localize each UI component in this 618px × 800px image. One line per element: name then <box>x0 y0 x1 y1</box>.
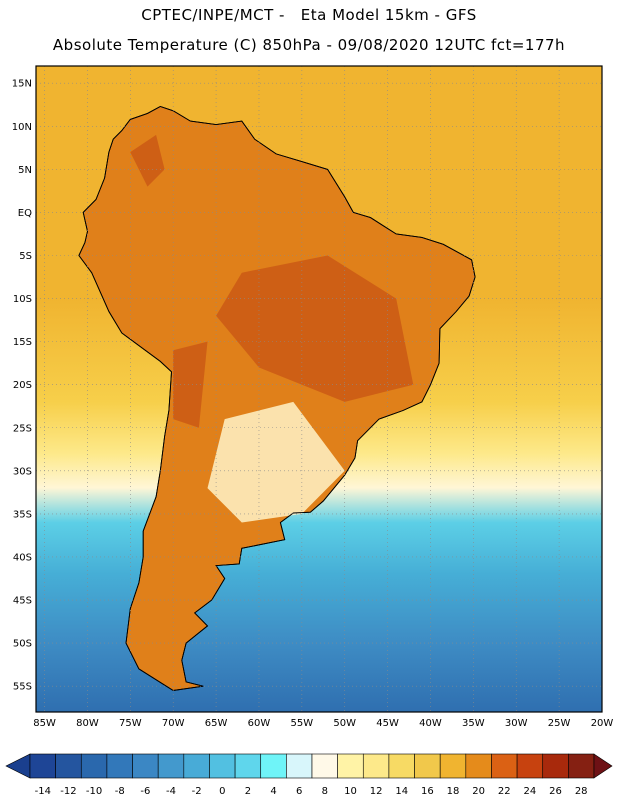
colorbar-cell <box>465 753 492 779</box>
lon-tick-label: 30W <box>505 718 528 729</box>
hot-region <box>130 134 165 187</box>
lat-tick-label: 10N <box>12 122 32 133</box>
latitude-labels: 15N 10N 5N EQ 5S 10S 15S 20S 25S 30S 35S 40S 45S 50S 5… <box>12 79 32 693</box>
lat-tick-label: 5N <box>18 165 32 176</box>
colorbar-label: 0 <box>219 786 225 797</box>
colorbar-label: -12 <box>60 786 76 797</box>
lon-tick-label: 65W <box>205 718 228 729</box>
lon-tick-label: 35W <box>462 718 485 729</box>
lat-tick-label: 45S <box>13 596 32 607</box>
colorbar-label: 6 <box>296 786 302 797</box>
colorbar-low-arrow <box>5 753 31 779</box>
colorbar-label: 2 <box>245 786 251 797</box>
longitude-labels: 85W 80W 75W 70W 65W 60W 55W 50W 45W 40W 35W 30W 25W 2… <box>33 718 613 729</box>
colorbar-cell <box>516 753 544 779</box>
colorbar-cell <box>286 753 313 779</box>
colorbar-label: -10 <box>86 786 102 797</box>
lat-tick-label: 20S <box>13 380 32 391</box>
lon-tick-label: 85W <box>33 718 56 729</box>
lat-tick-label: 15N <box>12 79 32 90</box>
colorbar-high-arrow <box>593 753 613 779</box>
colorbar-label: -4 <box>166 786 176 797</box>
colorbar-label: -6 <box>140 786 150 797</box>
lon-tick-label: 80W <box>76 718 99 729</box>
colorbar-labels: -14 -12 -10 -8 -6 -4 -2 0 2 4 6 8 10 12 14 16 18 20 22 24 26… <box>35 786 588 797</box>
colorbar-label: -8 <box>115 786 125 797</box>
hot-region <box>216 255 414 402</box>
lon-tick-label: 70W <box>162 718 185 729</box>
lat-tick-label: 30S <box>13 466 32 477</box>
colorbar-cell <box>157 753 185 779</box>
colorbar-cell <box>80 753 108 779</box>
hot-region <box>173 341 208 428</box>
colorbar-cell <box>260 753 287 779</box>
colorbar-label: 22 <box>498 786 511 797</box>
colorbar-label: 8 <box>322 786 328 797</box>
lon-tick-label: 50W <box>333 718 356 729</box>
lon-tick-label: 60W <box>248 718 271 729</box>
cool-region <box>207 401 345 523</box>
colorbar-cell <box>542 753 569 779</box>
lon-tick-label: 40W <box>419 718 442 729</box>
coastline <box>78 106 476 691</box>
colorbar-cell <box>362 753 390 779</box>
colorbar-label: 26 <box>549 786 562 797</box>
colorbar-cell <box>29 753 56 779</box>
lon-tick-label: 25W <box>548 718 571 729</box>
lat-tick-label: 15S <box>13 337 32 348</box>
colorbar-cell <box>311 753 338 779</box>
colorbar-label: 4 <box>270 786 276 797</box>
lat-tick-label: 10S <box>13 294 32 305</box>
colorbar-cell <box>132 753 159 779</box>
colorbar-label: 16 <box>421 786 434 797</box>
colorbar-label: 18 <box>447 786 460 797</box>
colorbar-cell <box>414 753 441 779</box>
lat-tick-label: 5S <box>19 251 32 262</box>
colorbar-label: 28 <box>575 786 588 797</box>
colorbar-label: -2 <box>192 786 202 797</box>
lon-tick-label: 75W <box>119 718 142 729</box>
colorbar-cell <box>55 753 82 779</box>
map-frame <box>35 65 603 713</box>
colorbar-cell <box>439 753 467 779</box>
chart-title-line1: CPTEC/INPE/MCT - Eta Model 15km - GFS <box>141 6 477 24</box>
lat-tick-label: 35S <box>13 509 32 520</box>
colorbar-cell <box>234 753 262 779</box>
colorbar-cell <box>337 753 364 779</box>
lat-tick-label: 50S <box>13 639 32 650</box>
colorbar-cell <box>183 753 210 779</box>
colorbar-label: 10 <box>344 786 357 797</box>
lat-tick-label: 25S <box>13 423 32 434</box>
lat-tick-label: 55S <box>13 682 32 693</box>
colorbar-label: 24 <box>524 786 537 797</box>
colorbar-cell <box>491 753 518 779</box>
colorbar-label: -14 <box>35 786 51 797</box>
lat-tick-label: EQ <box>18 208 32 219</box>
colorbar-cell <box>568 753 595 779</box>
lat-tick-label: 40S <box>13 552 32 563</box>
colorbar: -14 -12 -10 -8 -6 -4 -2 0 2 4 6 8 10 12 14 16 18 20 22 24 26… <box>5 753 613 797</box>
colorbar-label: 12 <box>370 786 383 797</box>
lon-tick-label: 20W <box>591 718 614 729</box>
colorbar-cells <box>5 753 613 779</box>
colorbar-cell <box>209 753 236 779</box>
lon-tick-label: 45W <box>376 718 399 729</box>
colorbar-label: 20 <box>472 786 485 797</box>
lon-tick-label: 55W <box>291 718 314 729</box>
colorbar-cell <box>106 753 133 779</box>
colorbar-label: 14 <box>395 786 408 797</box>
field-layer <box>78 106 476 691</box>
temperature-map: 15N 10N 5N EQ 5S 10S 15S 20S 25S 30S 35S 40S 45S 50S 5… <box>12 65 613 729</box>
chart-title-line2: Absolute Temperature (C) 850hPa - 09/08/… <box>52 36 566 54</box>
colorbar-cell <box>388 753 415 779</box>
